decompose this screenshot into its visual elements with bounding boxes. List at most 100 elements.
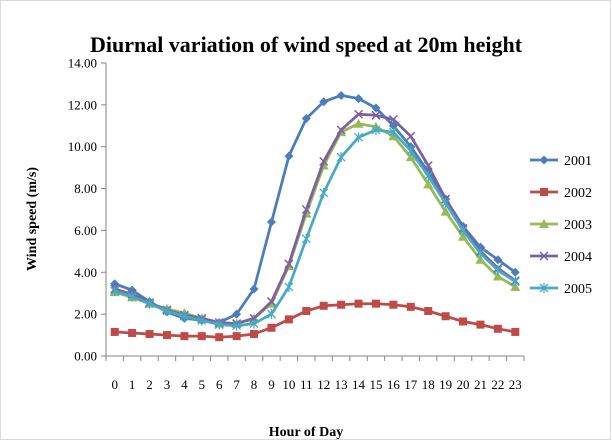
legend-marker xyxy=(539,283,549,293)
data-point xyxy=(406,131,416,141)
y-tick-label: 10.00 xyxy=(68,139,97,154)
x-tick-label: 4 xyxy=(181,377,188,392)
x-tick-label: 16 xyxy=(387,377,401,392)
data-point xyxy=(354,299,363,308)
data-point xyxy=(145,330,154,339)
series-line xyxy=(114,122,517,325)
data-point xyxy=(458,231,469,241)
data-point xyxy=(475,254,486,264)
data-point xyxy=(319,156,329,166)
x-tick-label: 17 xyxy=(404,377,418,392)
x-tick-label: 8 xyxy=(251,377,258,392)
data-point xyxy=(388,127,398,138)
data-point xyxy=(388,114,398,125)
data-point xyxy=(180,332,189,341)
data-point xyxy=(440,206,451,216)
data-point xyxy=(441,198,451,209)
data-point xyxy=(459,317,468,326)
chart-title: Diurnal variation of wind speed at 20m h… xyxy=(90,32,523,57)
data-point xyxy=(249,318,259,329)
data-point xyxy=(353,118,364,128)
data-point xyxy=(389,300,398,309)
data-point xyxy=(371,299,380,308)
legend-entry: 2004 xyxy=(530,250,592,265)
data-point xyxy=(301,233,311,244)
x-tick-label: 1 xyxy=(129,377,136,392)
data-point xyxy=(511,327,520,336)
y-tick-label: 6.00 xyxy=(74,223,97,238)
data-point xyxy=(319,97,329,107)
data-point xyxy=(284,315,293,324)
x-tick-label: 21 xyxy=(474,377,487,392)
x-tick-label: 11 xyxy=(300,377,313,392)
data-point xyxy=(179,311,189,322)
data-point xyxy=(424,307,433,316)
series-line xyxy=(114,94,517,324)
data-point xyxy=(371,103,381,113)
legend-entry: 2005 xyxy=(530,282,592,297)
data-point xyxy=(232,309,242,319)
data-point xyxy=(197,315,207,326)
x-tick-label: 10 xyxy=(282,377,295,392)
y-tick-label: 12.00 xyxy=(68,97,97,112)
data-point xyxy=(510,267,520,277)
y-tick-label: 2.00 xyxy=(74,307,97,322)
legend-marker xyxy=(539,155,549,165)
data-point xyxy=(249,284,259,294)
data-point xyxy=(371,110,381,120)
data-point xyxy=(510,276,520,287)
x-tick-label: 3 xyxy=(164,377,171,392)
data-point xyxy=(423,161,433,171)
series-line xyxy=(114,128,517,328)
data-point xyxy=(127,291,137,302)
x-tick-label: 15 xyxy=(369,377,382,392)
data-point xyxy=(250,330,259,339)
data-point xyxy=(301,204,311,215)
data-point xyxy=(266,297,276,307)
x-tick-label: 20 xyxy=(457,377,470,392)
data-point xyxy=(232,320,242,331)
x-tick-label: 2 xyxy=(146,377,153,392)
legend: 2001 2002 2003 2004 2005 xyxy=(530,154,592,297)
data-point xyxy=(319,301,328,310)
data-point xyxy=(284,281,294,292)
data-point xyxy=(492,271,503,281)
legend-marker xyxy=(540,188,548,196)
x-axis-title: Hour of Day xyxy=(269,425,343,440)
data-point xyxy=(302,307,311,316)
data-point xyxy=(423,171,433,182)
x-tick-label: 14 xyxy=(352,377,366,392)
y-tick-label: 14.00 xyxy=(68,56,97,71)
data-point xyxy=(354,109,364,119)
x-tick-label: 18 xyxy=(422,377,435,392)
data-point xyxy=(319,187,329,198)
data-point xyxy=(371,124,381,135)
legend-marker xyxy=(539,251,549,261)
x-tick-label: 7 xyxy=(233,377,240,392)
legend-label: 2003 xyxy=(564,218,592,233)
legend-label: 2001 xyxy=(564,154,592,169)
data-point xyxy=(354,132,364,143)
data-point xyxy=(423,179,434,189)
x-tick-label: 5 xyxy=(199,377,206,392)
data-point xyxy=(215,333,224,342)
y-tick-label: 0.00 xyxy=(74,349,97,364)
data-point xyxy=(441,312,450,321)
legend-label: 2002 xyxy=(564,186,592,201)
data-point xyxy=(266,217,276,227)
data-point xyxy=(336,152,346,163)
data-point xyxy=(337,300,346,309)
data-point xyxy=(493,324,502,333)
data-point xyxy=(336,125,346,135)
data-point xyxy=(145,298,155,309)
data-point xyxy=(214,319,224,330)
legend-marker xyxy=(539,219,549,228)
legend-label: 2005 xyxy=(564,282,592,297)
legend-entry: 2002 xyxy=(530,186,592,201)
x-tick-label: 0 xyxy=(111,377,118,392)
data-point xyxy=(162,331,171,340)
data-point xyxy=(284,259,294,269)
legend-label: 2004 xyxy=(564,250,592,265)
x-tick-label: 19 xyxy=(439,377,452,392)
